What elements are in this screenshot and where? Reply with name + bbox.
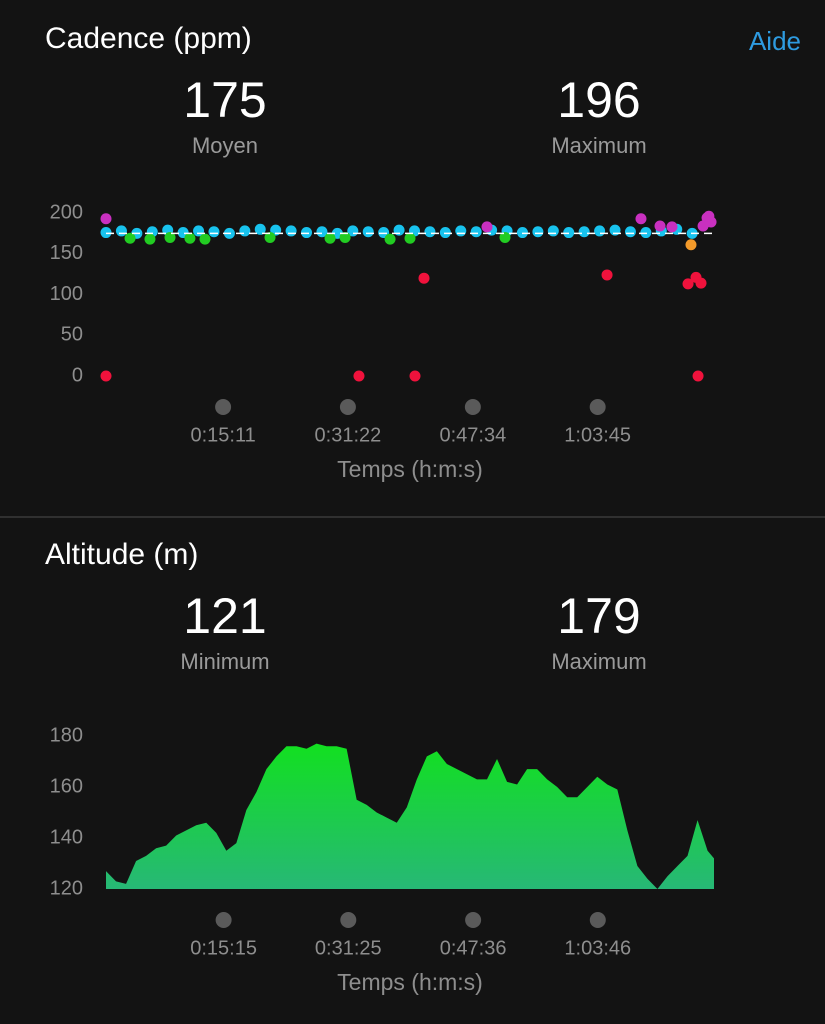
- cadence-point: [424, 226, 436, 238]
- stat-value: 179: [557, 588, 640, 644]
- cadence-point: [184, 232, 196, 244]
- cadence-point: [470, 226, 482, 238]
- cadence-point: [703, 210, 715, 222]
- cadence-point: [409, 370, 421, 382]
- cadence-point: [601, 269, 613, 281]
- x-tick-label: 0:15:15: [190, 937, 257, 959]
- y-tick-label: 150: [50, 242, 83, 264]
- x-tick-label: 0:15:11: [190, 424, 255, 446]
- y-tick-label: 180: [50, 724, 83, 746]
- chart-title: Altitude (m): [45, 538, 198, 571]
- cadence-point: [100, 370, 112, 382]
- altitude-area: [106, 743, 714, 889]
- y-tick-label: 200: [50, 201, 83, 223]
- cadence-point: [547, 225, 559, 237]
- cadence-point: [692, 370, 704, 382]
- cadence-point: [239, 225, 251, 237]
- x-tick-dot: [589, 399, 606, 415]
- x-tick-label: 0:47:34: [439, 424, 506, 446]
- cadence-point: [164, 231, 176, 243]
- y-tick-label: 120: [50, 877, 83, 899]
- y-tick-label: 0: [72, 364, 83, 386]
- cadence-point: [144, 233, 156, 245]
- cadence-point: [481, 221, 493, 233]
- stat-label: Maximum: [551, 133, 646, 158]
- cadence-point: [208, 226, 220, 238]
- cadence-point: [324, 232, 336, 244]
- cadence-point: [254, 223, 266, 235]
- cadence-point: [301, 227, 313, 239]
- cadence-point: [124, 232, 136, 244]
- x-tick-dot: [215, 399, 232, 415]
- x-tick-dot: [464, 399, 481, 415]
- cadence-point: [100, 213, 112, 225]
- stat-label: Moyen: [192, 133, 258, 158]
- y-tick-label: 50: [61, 324, 83, 346]
- cadence-point: [640, 227, 652, 239]
- x-tick-dot: [340, 912, 357, 928]
- cadence-point: [578, 226, 590, 238]
- stat-label: Maximum: [551, 649, 646, 674]
- stat-label: Minimum: [180, 649, 269, 674]
- cadence-point: [404, 232, 416, 244]
- cadence-point: [384, 233, 396, 245]
- cadence-point: [532, 226, 544, 238]
- cadence-point: [635, 213, 647, 225]
- x-axis-label: Temps (h:m:s): [337, 456, 483, 482]
- cadence-point: [439, 227, 451, 239]
- x-tick-label: 0:31:25: [315, 937, 382, 959]
- cadence-point: [563, 227, 575, 239]
- cadence-point: [666, 221, 678, 233]
- cadence-point: [594, 225, 606, 237]
- chart-title: Cadence (ppm): [45, 22, 252, 55]
- x-tick-label: 1:03:45: [564, 424, 631, 446]
- stat-value: 121: [183, 588, 266, 644]
- cadence-point: [199, 233, 211, 245]
- cadence-point: [100, 227, 112, 239]
- cadence-point: [516, 227, 528, 239]
- x-tick-label: 0:31:22: [315, 424, 382, 446]
- cadence-point: [339, 231, 351, 243]
- y-tick-label: 100: [50, 283, 83, 305]
- cadence-point: [682, 278, 694, 290]
- x-axis-label: Temps (h:m:s): [337, 969, 483, 995]
- cadence-point: [353, 370, 365, 382]
- cadence-point: [654, 220, 666, 232]
- cadence-point: [264, 231, 276, 243]
- x-tick-dot: [339, 399, 356, 415]
- y-tick-label: 140: [50, 826, 83, 848]
- help-link[interactable]: Aide: [749, 26, 801, 56]
- y-tick-label: 160: [50, 775, 83, 797]
- x-tick-label: 1:03:46: [564, 937, 631, 959]
- cadence-point: [685, 239, 697, 251]
- stat-value: 196: [557, 72, 640, 128]
- cadence-point: [115, 225, 127, 237]
- cadence-point: [624, 226, 636, 238]
- cadence-point: [695, 277, 707, 289]
- x-tick-dot: [465, 912, 482, 928]
- x-tick-label: 0:47:36: [440, 937, 507, 959]
- cadence-point: [455, 225, 467, 237]
- cadence-point: [418, 272, 430, 284]
- x-tick-dot: [215, 912, 232, 928]
- cadence-point: [499, 231, 511, 243]
- cadence-point: [316, 226, 328, 238]
- stat-value: 175: [183, 72, 266, 128]
- cadence-point: [362, 226, 374, 238]
- x-tick-dot: [589, 912, 606, 928]
- cadence-point: [285, 225, 297, 237]
